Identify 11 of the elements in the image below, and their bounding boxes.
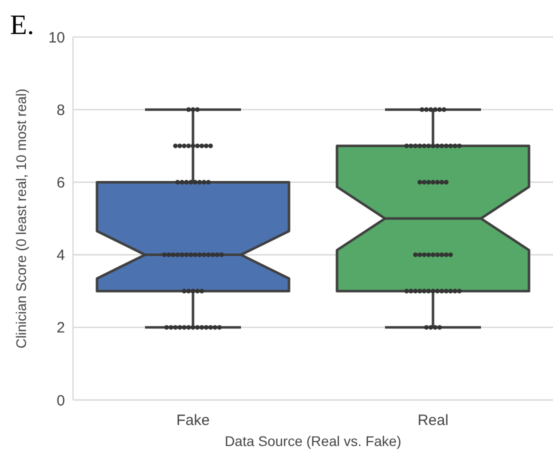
y-tick-label: 6 [56, 174, 65, 192]
y-tick-label: 8 [56, 102, 65, 119]
chart-title: E. [10, 10, 34, 41]
y-tick-label: 4 [56, 247, 65, 264]
y-tick-label: 10 [48, 29, 65, 46]
y-axis-title: Clinician Score (0 least real, 10 most real) [13, 88, 29, 348]
y-tick-label: 0 [56, 392, 65, 410]
x-axis-title: Data Source (Real vs. Fake) [224, 433, 402, 449]
y-tick-label: 2 [56, 320, 65, 337]
x-tick-label: Real [418, 412, 448, 429]
x-tick-label: Fake [176, 412, 210, 429]
